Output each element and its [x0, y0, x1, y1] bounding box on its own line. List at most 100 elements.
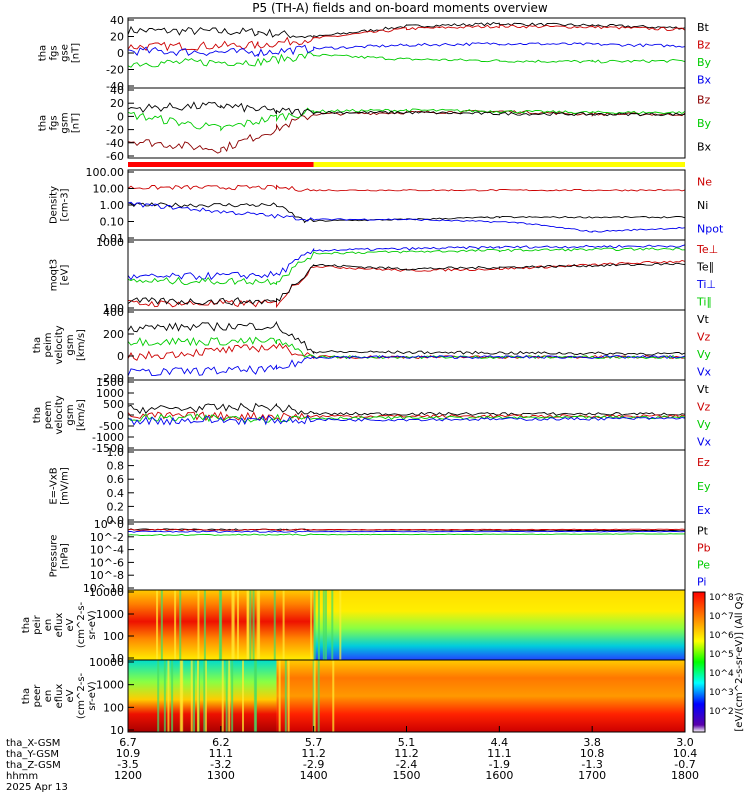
heatmap-streak: [252, 590, 255, 660]
heatmap-streak: [241, 660, 244, 732]
y-tick-label: 10.00: [93, 183, 125, 196]
series-line-fgs-gsm-1: [127, 107, 686, 132]
heatmap-streak: [249, 590, 252, 660]
y-axis-label: fgs: [49, 115, 60, 130]
y-axis-label: [km/s]: [76, 329, 87, 361]
y-axis-label: sr-eV): [87, 681, 98, 710]
legend-entry: Vx: [697, 365, 712, 378]
series-line-peim-3: [127, 355, 686, 377]
x-row-value: 6.7: [119, 736, 137, 749]
panel-density: 100.00 10.00 1.00 0.10 0.01 Density [cm-3] Ne Ni…: [49, 166, 724, 245]
y-tick-label: -20: [106, 64, 124, 77]
x-row-value: 10.8: [580, 747, 605, 760]
heatmap-streak: [225, 660, 228, 732]
heatmap-streak: [174, 590, 177, 660]
legend-entry: Pi: [697, 576, 706, 589]
series-line-fgs-gsm-2: [127, 101, 686, 117]
legend-entry: Vt: [697, 383, 710, 396]
y-axis-label: [nPa]: [60, 543, 71, 569]
heatmap-streak: [181, 660, 184, 732]
y-axis-label: tha: [21, 617, 32, 633]
heatmap-streak: [287, 660, 290, 732]
y-tick-label: 20: [110, 97, 124, 110]
legend-entry: Ex: [697, 504, 711, 517]
y-axis-label: gsm: [65, 334, 76, 355]
colorbar-tick-label: 10^4: [709, 669, 734, 679]
x-row-label: tha_Z-GSM: [6, 760, 61, 771]
heatmap-streak: [203, 660, 206, 732]
x-row-value: 5.7: [305, 736, 323, 749]
heatmap-region-early: [128, 660, 277, 732]
y-tick-label: 40: [110, 84, 124, 97]
x-row-value: 1800: [671, 769, 699, 782]
heatmap-streak: [231, 590, 234, 660]
y-tick-label: 1000: [96, 679, 124, 692]
y-axis-label: en: [43, 690, 54, 703]
y-tick-label: -200: [99, 372, 124, 385]
panel-fgs-gse: 40 20 0 -20 -40 tha fgs gse [nT] Bt Bz By Bx: [38, 14, 712, 93]
y-axis-label: eV: [65, 618, 76, 631]
y-tick-label: 10: [110, 652, 124, 665]
legend-entry: Te⊥: [696, 243, 718, 256]
y-axis-label: gsm: [60, 112, 71, 133]
x-row-value: -1.9: [489, 758, 510, 771]
legend-entry: Ey: [697, 480, 711, 493]
legend-entry: Npot: [697, 222, 724, 235]
colorbar-tick-label: 10^8: [709, 593, 734, 603]
heatmap-streak: [312, 660, 315, 732]
legend-entry: Ez: [697, 456, 710, 469]
panel-frame: [127, 87, 686, 159]
legend-entry: Vy: [697, 348, 711, 361]
series-line-density-0: [127, 184, 686, 192]
legend-entry: Ni: [697, 199, 708, 212]
y-axis-label: eV: [65, 689, 76, 702]
heatmap-streak: [256, 590, 259, 660]
x-row-value: 11.1: [209, 747, 234, 760]
y-axis-label: gse: [60, 44, 71, 62]
heatmap-streak: [324, 590, 327, 660]
x-row-value: 11.2: [301, 747, 326, 760]
chart-title: P5 (TH-A) fields and on-board moments ov…: [252, 1, 548, 15]
legend-entry: Bz: [697, 38, 711, 51]
y-tick-label: -60: [106, 150, 124, 163]
y-axis-label: [eV]: [60, 265, 71, 286]
legend-entry: Ti⊥: [696, 278, 716, 291]
y-axis-label: en: [43, 619, 54, 632]
x-row-value: 5.1: [398, 736, 416, 749]
heatmap-region-late: [313, 590, 685, 660]
y-tick-label: 0: [117, 110, 124, 123]
heatmap-region-late: [276, 660, 685, 732]
legend-entry: Vt: [697, 313, 710, 326]
y-tick-label: 10000: [89, 656, 124, 669]
heatmap-streak: [255, 660, 258, 732]
y-tick-label: 1500: [96, 376, 124, 389]
heatmap-streak: [221, 660, 224, 732]
heatmap-streak: [317, 590, 320, 660]
x-row-value: 1700: [578, 769, 606, 782]
heatmap-streak: [282, 590, 285, 660]
x-row-value: 1600: [485, 769, 513, 782]
series-line-fgs-gsm-0: [127, 109, 686, 154]
legend-entry: Bt: [697, 21, 710, 34]
colorbar-gradient: [692, 591, 706, 733]
heatmap-streak: [228, 660, 231, 732]
heatmap-streak: [167, 660, 170, 732]
legend-entry: Pb: [697, 542, 711, 555]
series-line-density-2: [127, 201, 686, 233]
heatmap-streak: [232, 590, 235, 660]
y-tick-label: -40: [106, 80, 124, 93]
y-axis-label: tha: [32, 407, 43, 423]
series-line-pressure-3: [128, 530, 686, 533]
y-axis-label: [mV/m]: [60, 467, 71, 505]
legend-entry: Bx: [697, 140, 712, 153]
y-tick-label: 10^-2: [90, 531, 124, 544]
y-tick-label: 0: [117, 47, 124, 60]
colorbar: 10^8 10^7 10^6 10^5 10^4 10^3 10^2 [eV/(cm^2-s-…: [692, 591, 745, 733]
panel-peer: 10000 1000 100 10 tha peer en eflux eV (cm^2-s-sr…: [21, 656, 686, 737]
heatmap-streak: [192, 660, 195, 732]
heatmap-streak: [313, 660, 316, 732]
heatmap-streak: [331, 590, 334, 660]
